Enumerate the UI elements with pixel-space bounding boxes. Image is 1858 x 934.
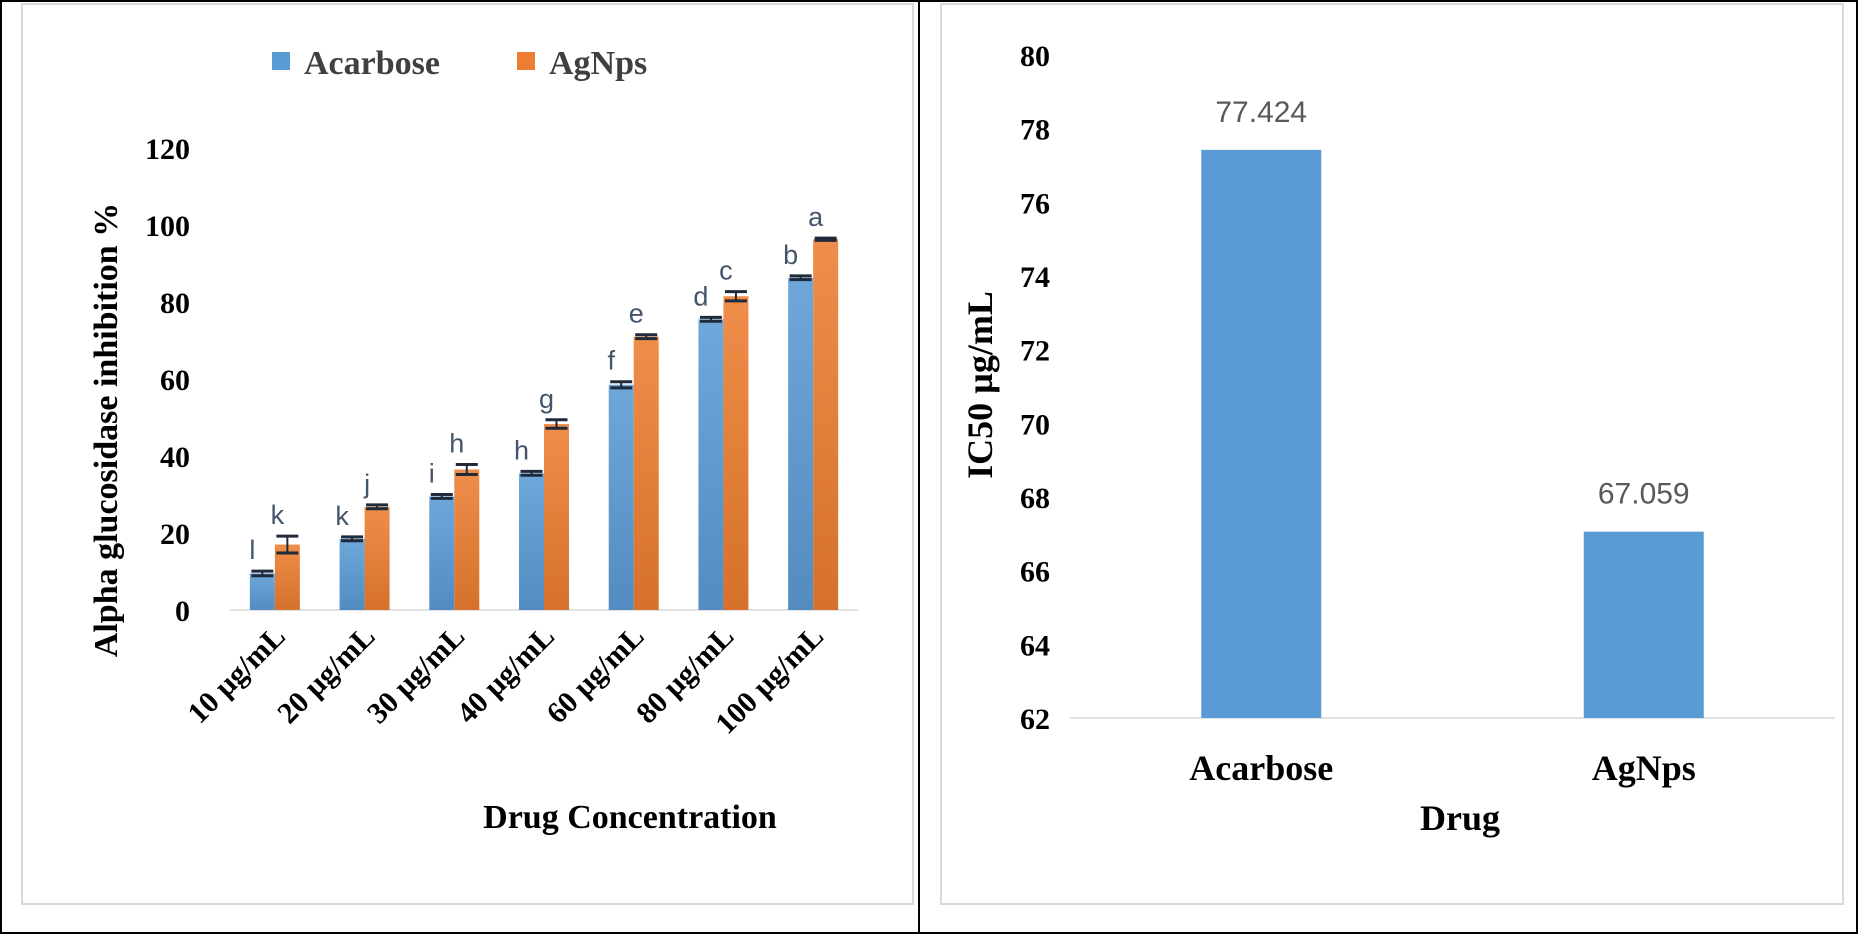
legend: Acarbose AgNps	[272, 45, 647, 82]
data-label: 67.059	[1598, 478, 1690, 511]
bar-acarbose	[608, 384, 634, 610]
significance-letter: h	[449, 428, 464, 458]
y-tick-label: 72	[1020, 335, 1050, 368]
y-tick-label: 80	[1020, 40, 1050, 73]
y-tick-label: 20	[160, 518, 190, 551]
legend-swatch-agnps	[517, 52, 535, 70]
y-tick-label: 78	[1020, 114, 1050, 147]
significance-letter: c	[719, 256, 733, 286]
bar-acarbose	[519, 473, 544, 610]
significance-letter: k	[271, 500, 285, 530]
bar-acarbose	[698, 319, 724, 610]
x-tick-label: AgNps	[1592, 748, 1696, 788]
y-tick-label: 64	[1020, 629, 1050, 662]
y-tick-label: 0	[175, 595, 190, 628]
bar-acarbose	[788, 277, 814, 610]
y-tick-label: 100	[145, 210, 190, 243]
significance-letter: f	[607, 346, 615, 376]
bar-agnps	[723, 296, 749, 610]
x-tick-label: Acarbose	[1189, 748, 1333, 788]
legend-swatch-acarbose	[272, 52, 290, 70]
y-axis-ticks: 62 64 66 68 70 72 74 76 78 80	[1020, 40, 1050, 736]
left-chart-border	[21, 3, 914, 905]
y-axis-ticks: 0 20 40 60 80 100 120	[145, 133, 190, 628]
significance-letter: a	[808, 202, 824, 232]
y-tick-label: 76	[1020, 187, 1050, 220]
significance-letter: d	[693, 281, 708, 311]
y-tick-label: 80	[160, 287, 190, 320]
legend-label-acarbose: Acarbose	[304, 45, 440, 82]
bar-acarbose	[1201, 149, 1322, 718]
significance-letter: j	[363, 469, 370, 499]
y-tick-label: 68	[1020, 482, 1050, 515]
y-tick-label: 40	[160, 441, 190, 474]
bar-agnps	[813, 239, 839, 610]
y-tick-label: 60	[160, 364, 190, 397]
right-chart-border	[940, 3, 1844, 905]
y-tick-label: 120	[145, 133, 190, 166]
y-tick-label: 66	[1020, 556, 1050, 589]
y-tick-label: 70	[1020, 408, 1050, 441]
y-tick-label: 74	[1020, 261, 1050, 294]
significance-letter: h	[514, 435, 529, 465]
bar-acarbose	[429, 496, 455, 610]
significance-letter: e	[629, 299, 644, 329]
bar-agnps	[364, 506, 390, 610]
bar-acarbose	[249, 573, 275, 610]
y-tick-label: 62	[1020, 703, 1050, 736]
bar-agnps	[633, 336, 659, 610]
significance-letter: g	[539, 384, 554, 414]
bar-agnps	[274, 544, 300, 610]
x-axis-ticks: Acarbose AgNps	[1189, 748, 1696, 788]
data-label: 77.424	[1215, 96, 1307, 129]
bar-acarbose	[339, 538, 365, 610]
bar-agnps	[454, 469, 480, 610]
x-axis-title: Drug Concentration	[483, 799, 777, 836]
x-axis-title: Drug	[1420, 798, 1500, 838]
plot-area: 77.424 67.059	[1070, 96, 1835, 719]
significance-letter: i	[429, 459, 435, 489]
y-axis-title: IC50 µg/mL	[960, 291, 1000, 479]
significance-letter: b	[783, 240, 798, 270]
legend-label-agnps: AgNps	[549, 45, 647, 82]
significance-letter: l	[249, 535, 255, 565]
bar-agnps	[1583, 531, 1704, 718]
bar-agnps	[544, 424, 569, 610]
y-axis-title: Alpha glucosidase inhibition %	[88, 203, 125, 657]
significance-letter: k	[335, 501, 349, 531]
ic50-chart: 62 64 66 68 70 72 74 76 78 80 77.424 67.059 Acarbo…	[960, 40, 1835, 838]
